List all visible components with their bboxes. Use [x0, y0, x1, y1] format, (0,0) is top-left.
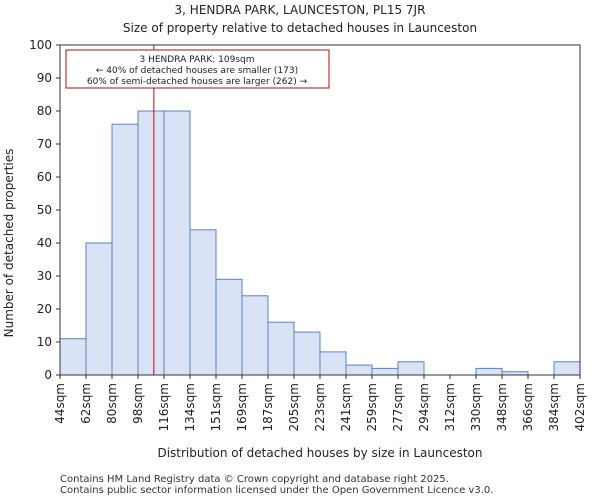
- axes-layer: 0 10 20 30 40 50 60 70 80 90 100 44sqm 62sqm 80sqm 98s…: [29, 38, 587, 431]
- x-tick-label-2: 80sqm: [105, 383, 119, 424]
- annotation-box: [65, 49, 330, 89]
- bar-3: [137, 110, 165, 376]
- bar-8: [267, 321, 295, 376]
- bar-7: [241, 295, 269, 376]
- x-tick-label-6: 151sqm: [209, 383, 223, 431]
- bar-5: [189, 229, 217, 376]
- x-tick-label-18: 366sqm: [521, 383, 535, 431]
- bars-layer: [59, 110, 581, 376]
- y-tick-label-20: 20: [37, 302, 52, 316]
- x-tick-label-7: 169sqm: [235, 383, 249, 431]
- footer-line2: Contains public sector information licen…: [60, 485, 494, 496]
- bar-2: [111, 123, 139, 376]
- x-tick-label-10: 223sqm: [313, 383, 327, 431]
- x-tick-label-16: 330sqm: [469, 383, 483, 431]
- y-tick-label-80: 80: [37, 104, 52, 118]
- bar-6: [215, 278, 243, 376]
- bar-0: [59, 338, 87, 376]
- bar-4: [163, 110, 191, 376]
- x-tick-label-19: 384sqm: [547, 383, 561, 431]
- bar-9: [293, 331, 321, 376]
- bar-1: [85, 242, 113, 376]
- annotation-line1: 3 HENDRA PARK: 109sqm: [139, 55, 254, 65]
- bar-13: [397, 361, 425, 376]
- bar-11: [345, 364, 373, 376]
- x-tick-label-14: 294sqm: [417, 383, 431, 431]
- bar-10: [319, 351, 347, 376]
- chart-title-line1: 3, HENDRA PARK, LAUNCESTON, PL15 7JR: [175, 3, 426, 17]
- y-tick-label-50: 50: [37, 203, 52, 217]
- y-axis-label: Number of detached properties: [2, 149, 16, 338]
- y-tick-label-30: 30: [37, 269, 52, 283]
- annotation-line3: 60% of semi-detached houses are larger (…: [87, 77, 308, 87]
- x-tick-label-15: 312sqm: [443, 383, 457, 431]
- x-tick-label-11: 241sqm: [339, 383, 353, 431]
- y-tick-label-70: 70: [37, 137, 52, 151]
- bar-19: [553, 361, 581, 376]
- x-tick-label-17: 348sqm: [495, 383, 509, 431]
- y-tick-label-90: 90: [37, 71, 52, 85]
- x-tick-label-4: 116sqm: [157, 383, 171, 431]
- y-tick-label-100: 100: [29, 38, 52, 52]
- chart-title-line2: Size of property relative to detached ho…: [123, 21, 477, 35]
- x-tick-label-0: 44sqm: [53, 383, 67, 424]
- x-tick-label-8: 187sqm: [261, 383, 275, 431]
- x-tick-label-9: 205sqm: [287, 383, 301, 431]
- chart: 3, HENDRA PARK, LAUNCESTON, PL15 7JR Siz…: [2, 3, 587, 460]
- y-tick-label-60: 60: [37, 170, 52, 184]
- x-tick-label-3: 98sqm: [131, 383, 145, 424]
- y-tick-label-10: 10: [37, 335, 52, 349]
- x-tick-label-5: 134sqm: [183, 383, 197, 431]
- footer-line1: Contains HM Land Registry data © Crown c…: [60, 474, 449, 485]
- x-axis-label: Distribution of detached houses by size …: [157, 446, 482, 460]
- y-tick-label-40: 40: [37, 236, 52, 250]
- bar-12: [371, 367, 399, 376]
- bar-16: [475, 367, 503, 376]
- x-tick-label-12: 259sqm: [365, 383, 379, 431]
- x-tick-label-13: 277sqm: [391, 383, 405, 431]
- y-tick-label-0: 0: [44, 368, 52, 382]
- annotation-line2: ← 40% of detached houses are smaller (17…: [96, 66, 298, 76]
- x-tick-label-1: 62sqm: [79, 383, 93, 424]
- annotation-layer: 3 HENDRA PARK: 109sqm ← 40% of detached …: [65, 49, 330, 89]
- x-tick-label-20: 402sqm: [573, 383, 587, 431]
